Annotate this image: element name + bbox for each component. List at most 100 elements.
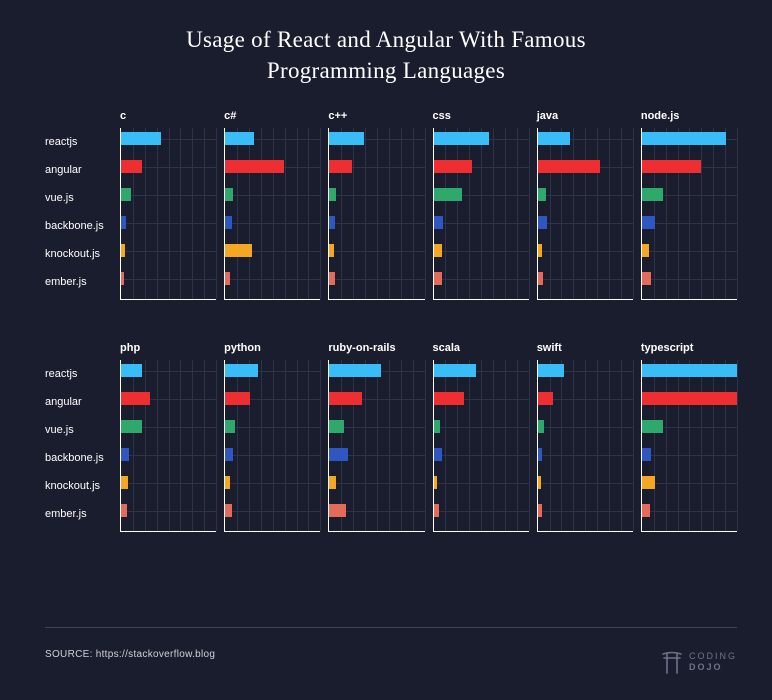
bar [121, 244, 125, 257]
bar [434, 476, 438, 489]
panel-title: swift [537, 342, 633, 360]
panel-title: c# [224, 110, 320, 128]
panel-grid [642, 128, 737, 299]
bar [121, 216, 126, 229]
bar [121, 272, 124, 285]
torii-icon [661, 650, 683, 674]
panel-body [641, 128, 737, 300]
bar [538, 504, 543, 517]
bar [329, 272, 335, 285]
bar [329, 392, 361, 405]
bar [434, 160, 472, 173]
panel-title: ruby-on-rails [328, 342, 424, 360]
footer-divider [45, 627, 737, 628]
framework-label: reactjs [45, 360, 120, 388]
chart-panel: typescript [641, 342, 737, 532]
bar [225, 160, 284, 173]
framework-label: knockout.js [45, 472, 120, 500]
bar [538, 448, 543, 461]
panel-grid [434, 128, 529, 299]
panel-title: c [120, 110, 216, 128]
bar [538, 216, 548, 229]
bar [329, 364, 380, 377]
framework-label: ember.js [45, 500, 120, 528]
panel-body [120, 128, 216, 300]
chart-panel: ruby-on-rails [328, 342, 424, 532]
bar [329, 216, 335, 229]
bar [538, 364, 565, 377]
bar [642, 420, 663, 433]
panel-row: reactjsangularvue.jsbackbone.jsknockout.… [45, 110, 737, 300]
bar [642, 392, 737, 405]
source-attribution: SOURCE: https://stackoverflow.blog [45, 649, 215, 660]
panel-grid [121, 128, 216, 299]
panel-body [224, 128, 320, 300]
panel-body [433, 128, 529, 300]
panel-body [641, 360, 737, 532]
framework-label: knockout.js [45, 240, 120, 268]
bar [225, 272, 230, 285]
chart-panel: css [433, 110, 529, 300]
bar [225, 364, 257, 377]
panel-title: typescript [641, 342, 737, 360]
bar [434, 216, 444, 229]
bar [329, 448, 348, 461]
panel-grid [434, 360, 529, 531]
panel-title: css [433, 110, 529, 128]
bar [329, 420, 343, 433]
bar [121, 132, 161, 145]
bar [434, 392, 464, 405]
framework-label: angular [45, 388, 120, 416]
panel-title: php [120, 342, 216, 360]
panel-body [328, 128, 424, 300]
bar [642, 448, 652, 461]
chart-title: Usage of React and Angular With Famous P… [0, 0, 772, 86]
bar [642, 504, 651, 517]
bar [225, 216, 232, 229]
bar [329, 188, 336, 201]
bar [121, 420, 142, 433]
panel-body [433, 360, 529, 532]
panel-body [537, 128, 633, 300]
panel-grid [329, 128, 424, 299]
bar [225, 392, 250, 405]
framework-labels: reactjsangularvue.jsbackbone.jsknockout.… [45, 342, 120, 532]
bar [538, 160, 600, 173]
bar [434, 272, 443, 285]
small-multiples-grid: reactjsangularvue.jsbackbone.jsknockout.… [45, 110, 737, 574]
bar [121, 188, 131, 201]
panel-body [328, 360, 424, 532]
bar [121, 476, 128, 489]
bar [538, 188, 547, 201]
bar [329, 160, 352, 173]
panel-title: c++ [328, 110, 424, 128]
panel-title: scala [433, 342, 529, 360]
bar [329, 476, 336, 489]
chart-panel: node.js [641, 110, 737, 300]
bar [121, 448, 129, 461]
title-line-2: Programming Languages [267, 58, 505, 83]
bar [642, 476, 655, 489]
chart-panel: c# [224, 110, 320, 300]
bar [434, 364, 477, 377]
panel-grid [538, 128, 633, 299]
framework-label: reactjs [45, 128, 120, 156]
bar [329, 132, 363, 145]
bar [121, 392, 150, 405]
bar [329, 504, 346, 517]
bar [225, 476, 230, 489]
panel-title: node.js [641, 110, 737, 128]
chart-panel: java [537, 110, 633, 300]
framework-labels: reactjsangularvue.jsbackbone.jsknockout.… [45, 110, 120, 300]
brand-logo: CODING DOJO [661, 650, 737, 674]
panel-grid [538, 360, 633, 531]
chart-panel: python [224, 342, 320, 532]
framework-label: backbone.js [45, 444, 120, 472]
bar [121, 160, 142, 173]
panel-grid [121, 360, 216, 531]
panel-row: reactjsangularvue.jsbackbone.jsknockout.… [45, 342, 737, 532]
bar [225, 420, 235, 433]
chart-panel: c [120, 110, 216, 300]
bar [538, 476, 542, 489]
chart-panel: scala [433, 342, 529, 532]
